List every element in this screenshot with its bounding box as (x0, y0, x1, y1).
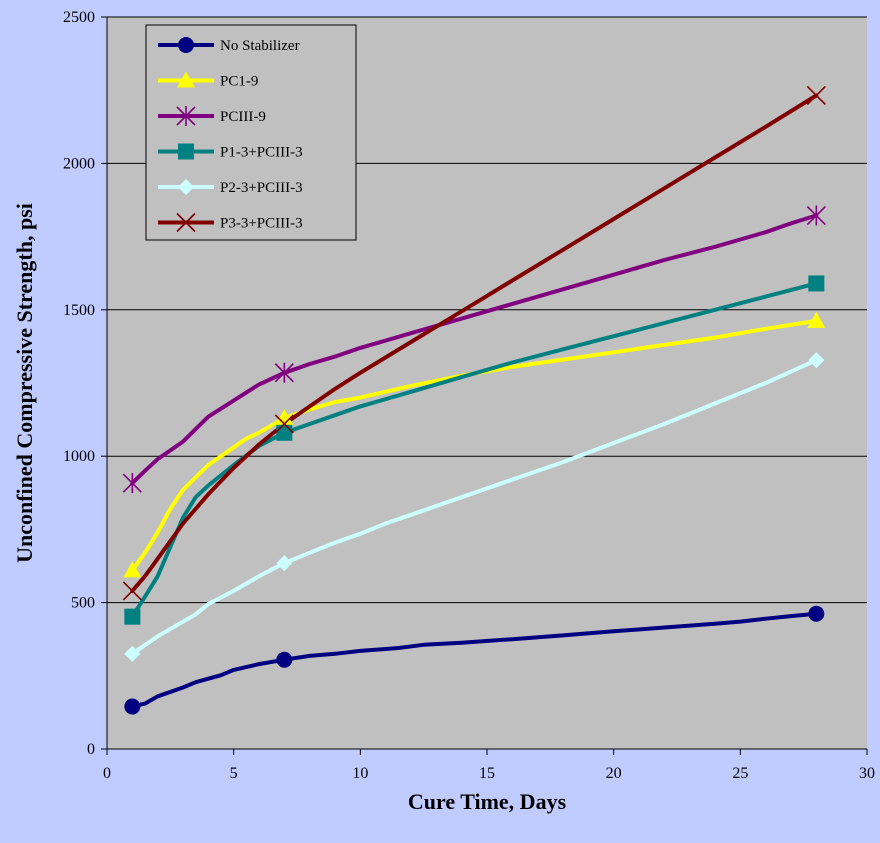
legend-marker (177, 71, 195, 88)
legend-label: P1-3+PCIII-3 (220, 145, 303, 161)
data-point (274, 414, 294, 434)
x-tick-label: 10 (352, 765, 368, 782)
legend-box (145, 24, 357, 241)
legend-label: PCIII-9 (220, 109, 266, 125)
data-point (275, 409, 294, 426)
data-point (276, 651, 293, 668)
data-point (122, 473, 142, 494)
legend-marker (176, 106, 196, 126)
x-axis-ticks: 0 5 10 15 20 25 30 (103, 749, 875, 782)
series-line (130, 358, 819, 656)
series-lines (130, 93, 819, 709)
data-point (807, 311, 826, 328)
series-markers (122, 85, 826, 715)
data-point (123, 561, 142, 578)
data-point (276, 424, 293, 441)
y-tick-label: 500 (71, 595, 95, 612)
x-axis-title: Cure Time, Days (408, 789, 567, 814)
data-point (124, 645, 141, 662)
legend-marker (178, 37, 194, 53)
series-line (130, 611, 819, 709)
data-point (806, 205, 826, 226)
x-tick-label: 5 (230, 765, 238, 782)
legend-label: No Stabilizer (220, 38, 300, 54)
data-point (276, 555, 293, 572)
data-point (122, 581, 142, 601)
y-axis-ticks: 0 500 1000 1500 2000 2500 (63, 9, 107, 758)
x-tick-label: 0 (103, 765, 111, 782)
legend-marker (176, 212, 196, 233)
y-tick-label: 2000 (63, 155, 95, 172)
y-tick-label: 1000 (63, 448, 95, 465)
legend-label: P2-3+PCIII-3 (220, 180, 303, 196)
legend: No Stabilizer PC1-9 PCIII-9 P1-3+PCIII-3 P2-… (145, 24, 357, 241)
y-axis-title: Unconfined Compressive Strength, psi (12, 203, 37, 563)
data-point (124, 608, 141, 625)
y-tick-label: 0 (87, 741, 95, 758)
y-tick-label: 1500 (63, 302, 95, 319)
data-point (808, 605, 825, 622)
x-tick-label: 30 (859, 765, 875, 782)
data-point (124, 698, 141, 715)
data-point (806, 85, 826, 106)
x-tick-label: 25 (732, 765, 748, 782)
series-line (130, 93, 819, 593)
x-tick-label: 20 (606, 765, 622, 782)
x-tick-label: 15 (479, 765, 495, 782)
data-point (808, 275, 825, 292)
series-line (130, 318, 819, 573)
legend-marker (178, 143, 194, 160)
y-tick-label: 2500 (63, 9, 95, 26)
legend-label: PC1-9 (220, 74, 258, 90)
data-point (808, 352, 825, 369)
series-line (130, 213, 819, 486)
legend-label: P3-3+PCIII-3 (220, 216, 303, 232)
data-point (274, 362, 294, 383)
legend-marker (178, 179, 194, 195)
